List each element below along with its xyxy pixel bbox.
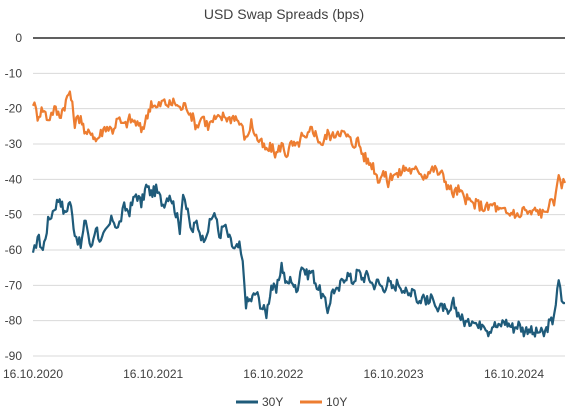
y-tick-label: -60 [5, 243, 23, 257]
chart-title: USD Swap Spreads (bps) [203, 6, 365, 22]
y-tick-label: 0 [15, 31, 22, 45]
x-tick-label: 16.10.2022 [243, 367, 303, 381]
legend-label-10y: 10Y [326, 395, 347, 409]
y-tick-label: -50 [5, 208, 23, 222]
y-tick-label: -20 [5, 102, 23, 116]
y-tick-label: -30 [5, 137, 23, 151]
y-tick-label: -70 [5, 278, 23, 292]
series-line-30y [31, 183, 566, 338]
y-tick-label: -90 [5, 349, 23, 363]
x-tick-label: 16.10.2020 [3, 367, 63, 381]
x-tick-label: 16.10.2023 [363, 367, 423, 381]
legend: 30Y 10Y [236, 395, 347, 409]
series-line-10y [31, 90, 567, 219]
grid-layer [33, 37, 565, 357]
x-tick-label: 16.10.2021 [123, 367, 183, 381]
series-layer [31, 90, 567, 338]
axis-layer: 0 -10 -20 -30 -40 -50 -60 -70 -80 -90 16.10.2020 16… [3, 31, 544, 381]
y-tick-label: -10 [5, 66, 23, 80]
legend-label-30y: 30Y [262, 395, 283, 409]
x-tick-label: 16.10.2024 [484, 367, 544, 381]
y-tick-label: -80 [5, 314, 23, 328]
y-tick-label: -40 [5, 172, 23, 186]
